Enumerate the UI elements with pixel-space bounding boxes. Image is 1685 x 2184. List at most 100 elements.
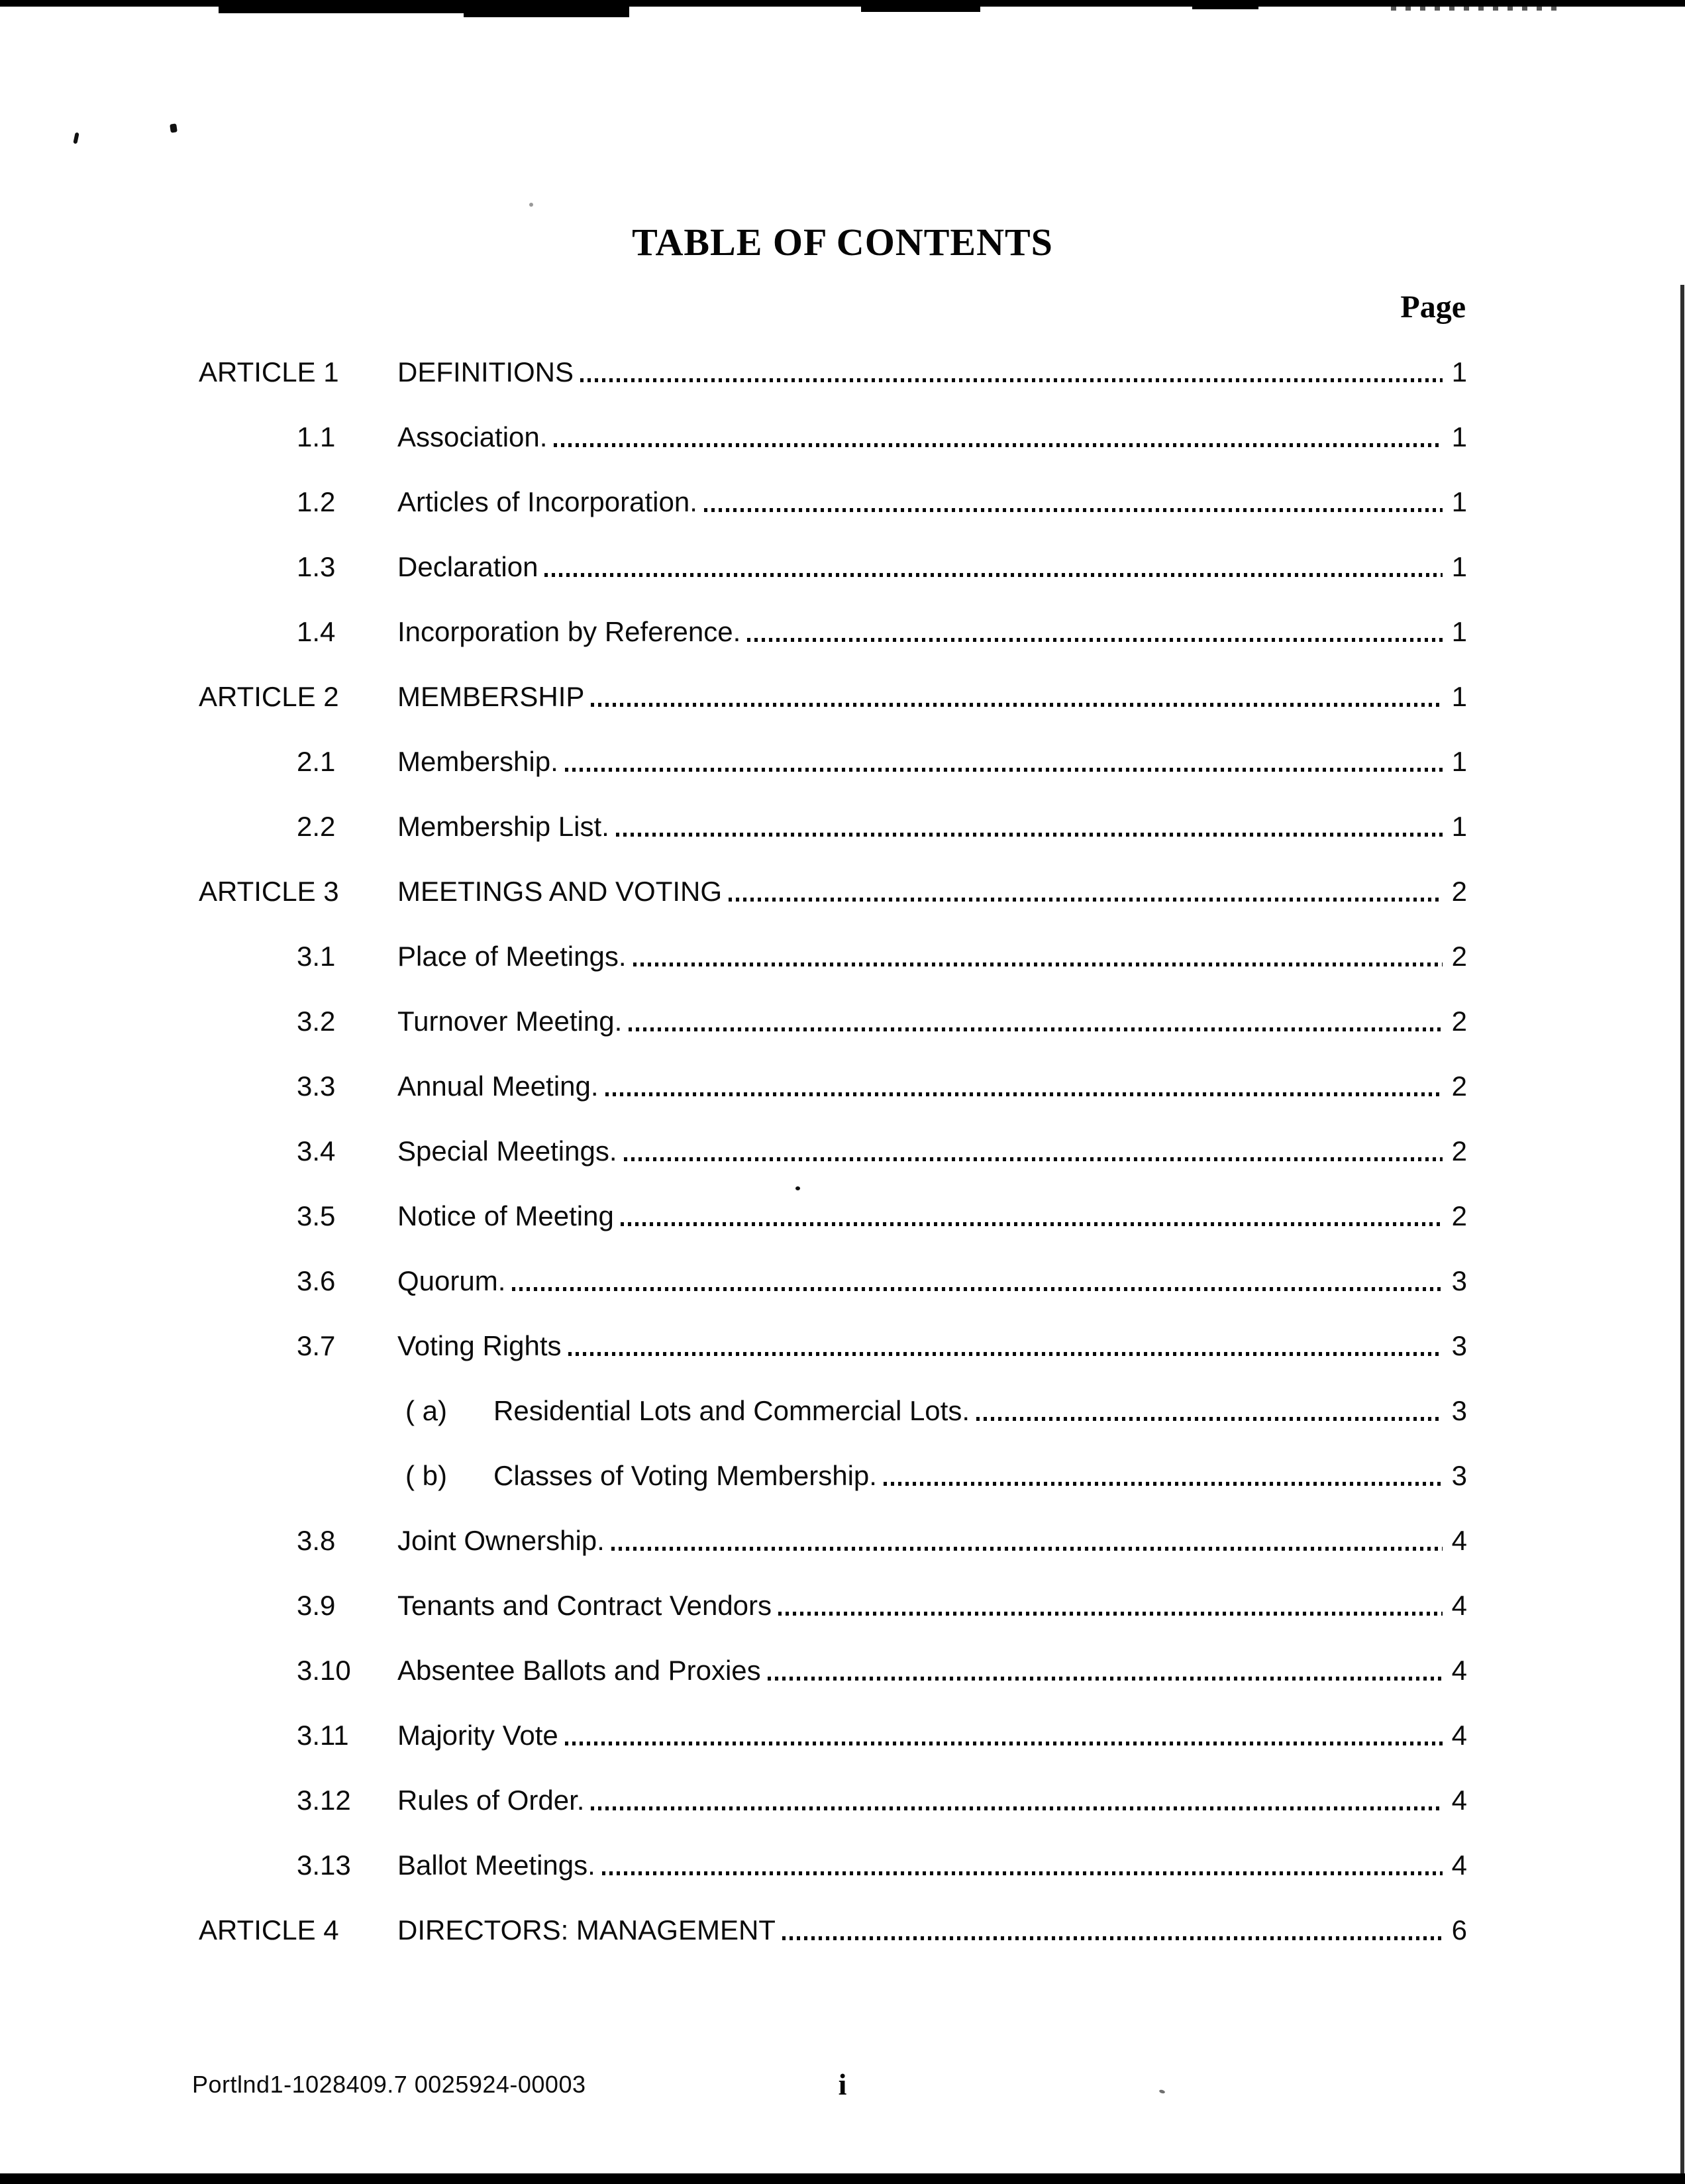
toc-entry-title: Membership List.: [397, 811, 609, 842]
toc-entry-title: Membership.: [397, 746, 558, 777]
toc-row: 3.5 Notice of Meeting 2: [0, 1200, 1467, 1265]
toc-row: ARTICLE 1 DEFINITIONS 1: [0, 356, 1467, 421]
toc-entry-title: Rules of Order.: [397, 1785, 585, 1816]
dot-leader: [976, 1417, 1443, 1421]
toc-row: ( b) Classes of Voting Membership. 3: [0, 1459, 1467, 1524]
scan-artifact-bottom-bar: [0, 2173, 1685, 2184]
dot-leader: [544, 573, 1443, 577]
toc-page-number: 4: [1451, 1655, 1467, 1686]
toc-row: 3.10 Absentee Ballots and Proxies 4: [0, 1654, 1467, 1719]
toc-entry-title: Classes of Voting Membership.: [493, 1460, 877, 1491]
toc-row: ARTICLE 2 MEMBERSHIP 1: [0, 680, 1467, 745]
toc-page-number: 1: [1451, 421, 1467, 452]
toc-page-number: 3: [1451, 1265, 1467, 1296]
toc-entry-title: Ballot Meetings.: [397, 1849, 595, 1881]
toc-entry-title: Special Meetings.: [397, 1135, 617, 1167]
toc-entry-title: Turnover Meeting.: [397, 1006, 623, 1037]
toc-article-label: ARTICLE 1: [199, 356, 339, 388]
toc-entry-title: Place of Meetings.: [397, 941, 627, 972]
toc-entry-title: Voting Rights: [397, 1330, 562, 1361]
toc-page-number: 1: [1451, 616, 1467, 647]
toc-page-number: 1: [1451, 811, 1467, 842]
toc-row: 1.3 Declaration 1: [0, 550, 1467, 615]
toc-row: ARTICLE 4 DIRECTORS: MANAGEMENT 6: [0, 1914, 1467, 1979]
dot-leader: [580, 378, 1443, 382]
toc-row: 3.11 Majority Vote 4: [0, 1719, 1467, 1784]
toc-page-number: 2: [1451, 941, 1467, 972]
scan-artifact-speck: [529, 203, 533, 207]
dot-leader: [883, 1482, 1443, 1486]
dot-leader: [767, 1677, 1443, 1681]
toc-page-number: 1: [1451, 746, 1467, 777]
toc-row: 1.1 Association. 1: [0, 421, 1467, 486]
scan-artifact-speck: [795, 1186, 800, 1190]
toc-section-number: 3.6: [297, 1265, 336, 1296]
toc-entry-title: Notice of Meeting: [397, 1200, 614, 1231]
scan-artifact-right-edge-line: [1680, 285, 1684, 2177]
toc-section-number: 2.1: [297, 746, 336, 777]
toc-entry-title: Articles of Incorporation.: [397, 486, 697, 517]
toc-section-number: 2.2: [297, 811, 336, 842]
dot-leader: [623, 1157, 1443, 1161]
dot-leader: [591, 1806, 1443, 1810]
toc-section-number: 3.13: [297, 1849, 351, 1881]
toc-row: 3.2 Turnover Meeting. 2: [0, 1005, 1467, 1070]
toc-page-number: 2: [1451, 1200, 1467, 1231]
toc-entry-title: Tenants and Contract Vendors: [397, 1590, 772, 1621]
toc-section-number: ( b): [405, 1460, 447, 1491]
toc-section-number: 1.1: [297, 421, 336, 452]
toc-entry-title: Majority Vote: [397, 1720, 558, 1751]
toc-section-number: 3.10: [297, 1655, 351, 1686]
toc-entry-title: Residential Lots and Commercial Lots.: [493, 1395, 970, 1426]
toc-row: 3.8 Joint Ownership. 4: [0, 1524, 1467, 1589]
dot-leader: [620, 1222, 1443, 1226]
scan-artifact-top-bar-chunk: [464, 0, 629, 17]
toc-row: 1.4 Incorporation by Reference. 1: [0, 615, 1467, 680]
dot-leader: [778, 1612, 1443, 1616]
dot-leader: [729, 898, 1443, 902]
toc-section-number: 3.8: [297, 1525, 336, 1556]
dot-leader: [564, 1742, 1443, 1745]
toc-section-number: 1.3: [297, 551, 336, 582]
toc-section-number: 3.7: [297, 1330, 336, 1361]
toc-section-number: 3.12: [297, 1785, 351, 1816]
toc-section-number: 3.9: [297, 1590, 336, 1621]
scan-artifact-speck-row: [1391, 7, 1557, 11]
toc-row: 2.2 Membership List. 1: [0, 810, 1467, 875]
toc-row: 3.12 Rules of Order. 4: [0, 1784, 1467, 1849]
toc-entry-title: Association.: [397, 421, 548, 452]
toc-article-label: ARTICLE 4: [199, 1914, 339, 1946]
toc-entry-title: Annual Meeting.: [397, 1070, 599, 1102]
toc-page-number: 4: [1451, 1525, 1467, 1556]
dot-leader: [605, 1092, 1443, 1096]
toc-section-number: ( a): [405, 1395, 447, 1426]
toc-row: 3.3 Annual Meeting. 2: [0, 1070, 1467, 1135]
toc-entry-title: Absentee Ballots and Proxies: [397, 1655, 761, 1686]
dot-leader: [591, 703, 1443, 707]
dot-leader: [564, 768, 1443, 772]
dot-leader: [703, 508, 1443, 512]
dot-leader: [554, 443, 1443, 447]
toc-section-number: 1.2: [297, 486, 336, 517]
scan-artifact-top-bar-chunk: [219, 0, 464, 13]
dot-leader: [615, 833, 1443, 837]
toc-section-number: 1.4: [297, 616, 336, 647]
toc-section-number: 3.4: [297, 1135, 336, 1167]
toc-entry-title: Quorum.: [397, 1265, 506, 1296]
toc-entry-title: MEMBERSHIP: [397, 681, 585, 712]
dot-leader: [782, 1936, 1443, 1940]
toc-row: 2.1 Membership. 1: [0, 745, 1467, 810]
toc-entry-title: Joint Ownership.: [397, 1525, 605, 1556]
toc-page-number: 3: [1451, 1460, 1467, 1491]
dot-leader: [568, 1352, 1443, 1356]
toc-page-number: 4: [1451, 1785, 1467, 1816]
scan-artifact-top-bar-chunk: [1192, 0, 1258, 9]
dot-leader: [747, 638, 1443, 642]
toc-section-number: 3.1: [297, 941, 336, 972]
dot-leader: [629, 1027, 1443, 1031]
toc-row: ( a) Residential Lots and Commercial Lots…: [0, 1394, 1467, 1459]
page-column-header: Page: [1400, 289, 1466, 325]
toc-entry-title: DEFINITIONS: [397, 356, 574, 388]
toc-row: 3.9 Tenants and Contract Vendors 4: [0, 1589, 1467, 1654]
